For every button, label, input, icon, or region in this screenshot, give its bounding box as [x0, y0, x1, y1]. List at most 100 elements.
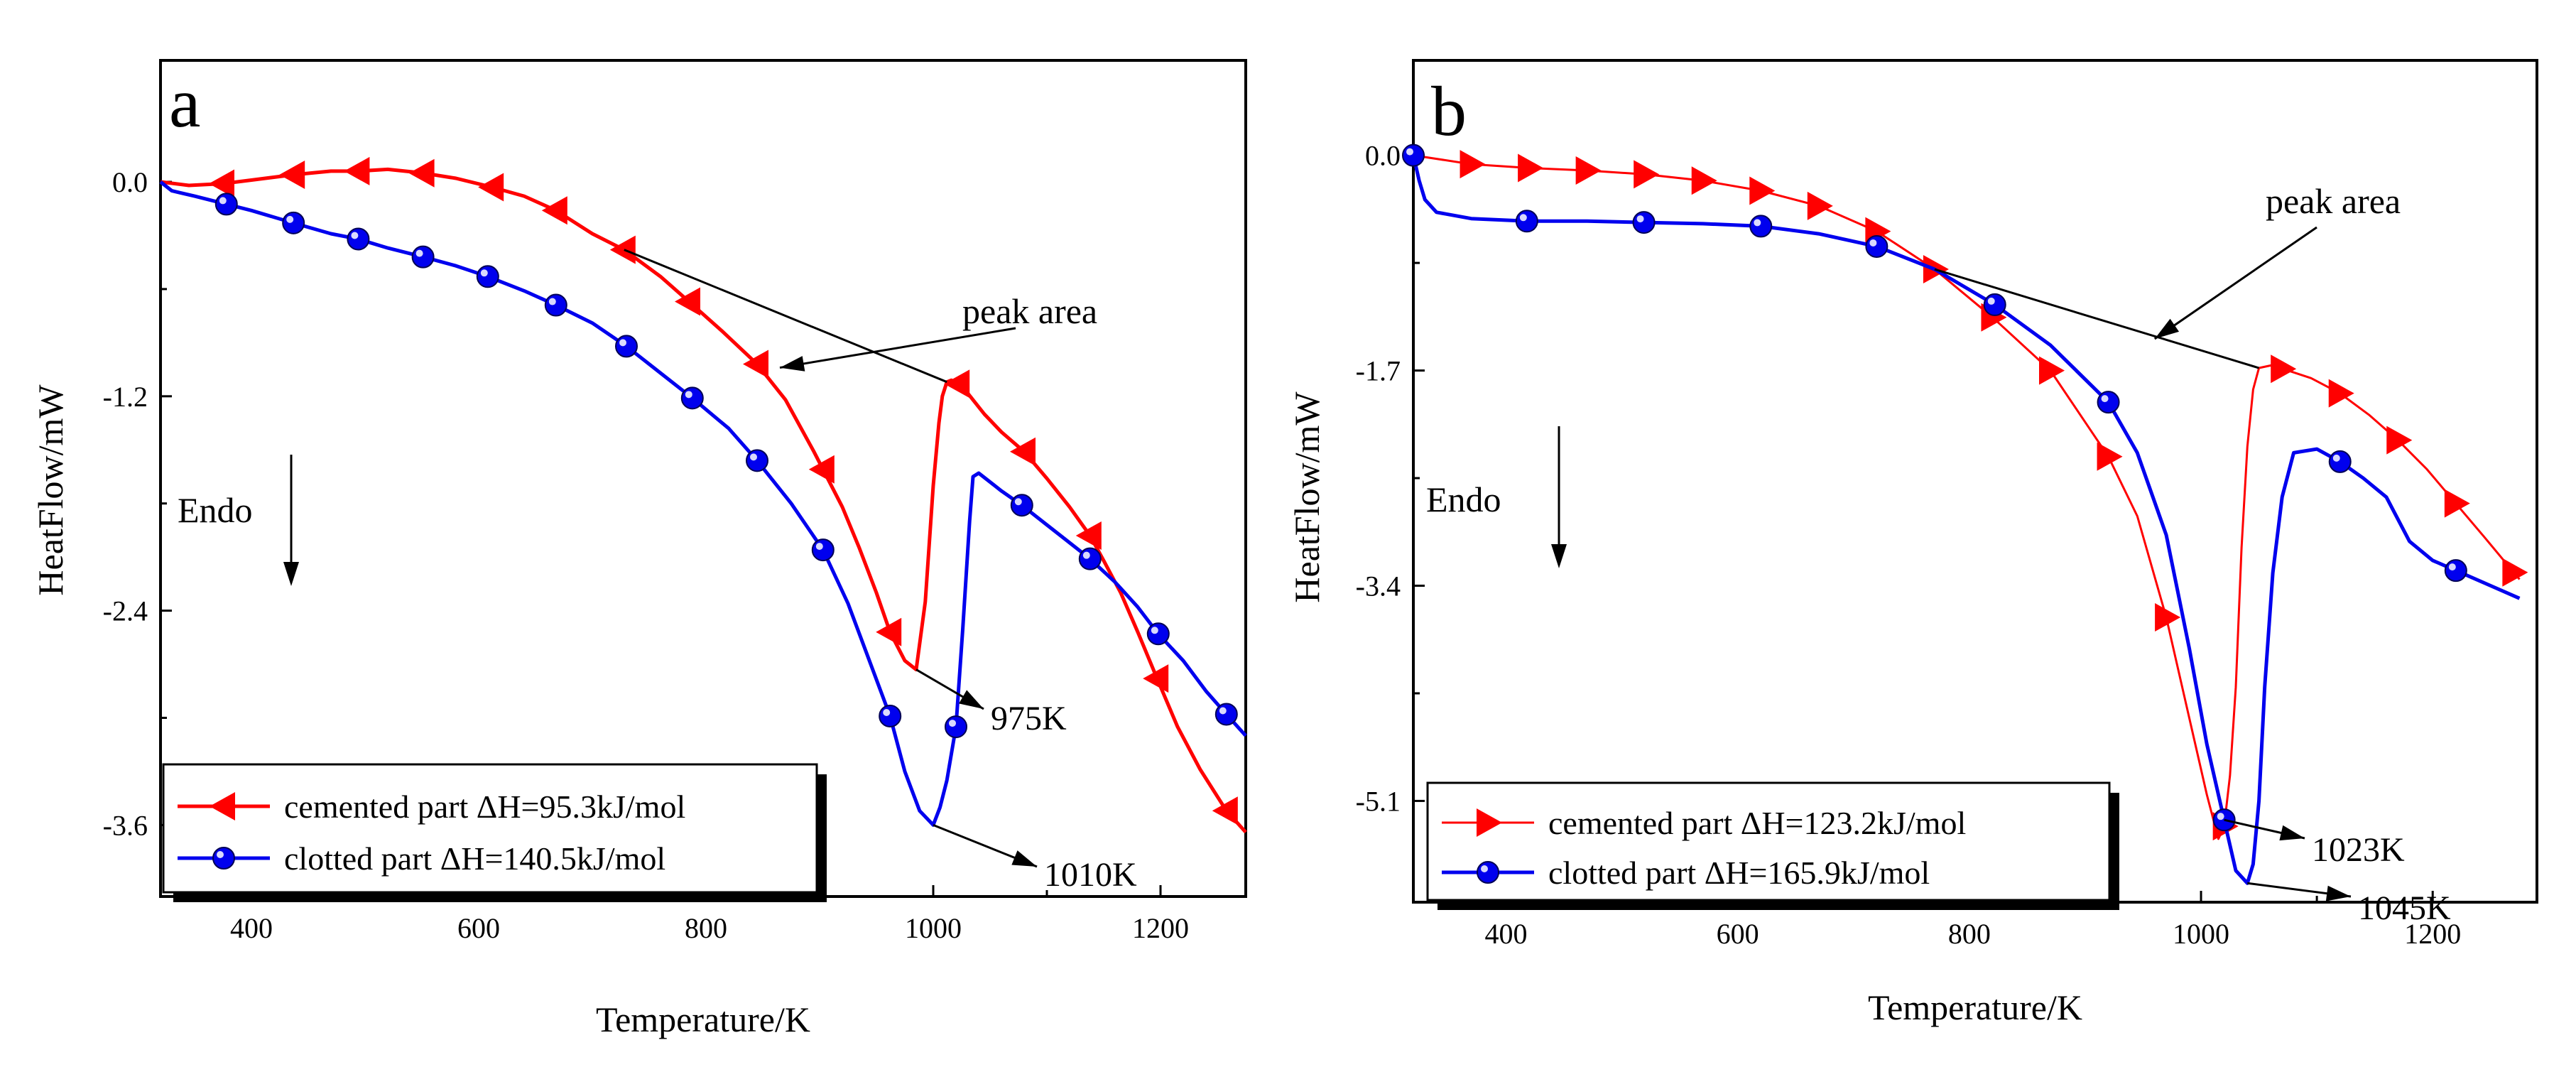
y-axis-label: HeatFlow/mW: [31, 384, 70, 596]
marker-highlight: [1869, 239, 1877, 247]
marker-highlight: [286, 215, 294, 223]
marker-circle-2: [1632, 211, 1656, 234]
marker-triangle-5: [541, 196, 567, 225]
marker-circle-0: [214, 193, 238, 216]
marker-highlight: [415, 249, 423, 257]
x-axis-label: Temperature/K: [596, 1000, 810, 1039]
marker-highlight: [883, 708, 891, 716]
marker-triangle-2: [344, 156, 370, 185]
series-clotted: [159, 180, 1247, 827]
marker-circle-4: [1865, 234, 1888, 258]
marker-triangle-16: [2386, 426, 2413, 455]
y-tick-label: -3.4: [1356, 570, 1401, 602]
marker-circle-legend: [1477, 861, 1499, 884]
marker-triangle-7: [675, 287, 700, 316]
temp-arrow-head: [959, 690, 984, 709]
marker-triangle-18: [2502, 558, 2528, 587]
endo-label: Endo: [178, 490, 253, 530]
marker-triangle-12: [2155, 603, 2181, 632]
marker-triangle-17: [2444, 489, 2470, 518]
marker-triangle-12: [1010, 437, 1036, 466]
marker-circle-3: [411, 245, 435, 269]
legend: cemented part ΔH=123.2kJ/mol clotted part…: [1426, 781, 2119, 910]
marker-circle-body: [476, 265, 499, 288]
marker-triangle-11: [2097, 442, 2123, 471]
marker-circle-body: [746, 449, 768, 472]
temp-arrow-head: [2325, 885, 2351, 901]
marker-highlight: [619, 339, 626, 347]
marker-triangle-6: [1807, 191, 1833, 220]
marker-circle-body: [2097, 391, 2120, 414]
series-line: [159, 180, 1247, 827]
marker-highlight: [217, 851, 224, 858]
marker-highlight: [480, 269, 488, 277]
legend-label: cemented part ΔH=95.3kJ/mol: [284, 789, 685, 825]
y-tick-label: 0.0: [1365, 140, 1401, 172]
marker-circle-body: [680, 386, 704, 410]
marker-highlight: [815, 543, 823, 551]
marker-triangle-8: [743, 350, 768, 379]
marker-circle-body: [1632, 211, 1656, 234]
marker-triangle-9: [808, 455, 835, 484]
marker-circle-body: [214, 193, 238, 216]
marker-circle-body: [1865, 234, 1888, 258]
marker-triangle-3: [408, 158, 435, 188]
marker-highlight: [949, 720, 956, 727]
marker-circle-body: [2444, 559, 2467, 583]
y-tick-label: -3.6: [103, 809, 148, 841]
marker-highlight: [2101, 395, 2109, 403]
x-tick-label: 1200: [2404, 918, 2461, 950]
temp-arrow-head: [2279, 825, 2305, 841]
marker-highlight: [750, 453, 757, 461]
marker-circle-body: [1477, 861, 1499, 884]
marker-triangle-4: [478, 173, 504, 202]
temp-label-1023K: 1023K: [2312, 831, 2405, 869]
marker-highlight: [1082, 551, 1090, 559]
marker-circle-9: [811, 538, 835, 562]
marker-circle-body: [2328, 450, 2352, 473]
marker-circle-8: [746, 449, 768, 472]
panel-b-chart: 400 600 800 1000 1200 0.0 -1.7 -3.4 -5.1 Temperat…: [1287, 59, 2538, 1027]
x-tick-label: 1000: [905, 912, 962, 944]
marker-triangle-0: [209, 169, 234, 198]
marker-circle-body: [1402, 143, 1425, 167]
marker-circle-body: [1146, 622, 1170, 646]
marker-circle-3: [1749, 215, 1773, 238]
marker-highlight: [351, 232, 359, 239]
marker-circle-body: [411, 245, 435, 269]
marker-triangle-legend: [1477, 808, 1502, 837]
marker-circle-12: [1010, 494, 1033, 517]
marker-highlight: [1754, 219, 1761, 227]
series-clotted: [1402, 143, 2521, 885]
series-line: [1413, 154, 2521, 840]
y-tick-label: -5.1: [1356, 785, 1401, 817]
marker-circle-2: [347, 227, 370, 251]
marker-circle-body: [811, 538, 835, 562]
marker-triangle-1: [1518, 153, 1544, 183]
marker-triangle-2: [1575, 156, 1602, 185]
marker-circle-body: [1010, 494, 1033, 517]
marker-triangle-13: [1075, 521, 1102, 550]
legend-entry-clotted: clotted part ΔH=140.5kJ/mol: [178, 840, 665, 877]
marker-triangle-14: [2271, 354, 2297, 384]
marker-highlight: [1636, 215, 1644, 223]
peak-area-arrow-shaft: [779, 327, 1016, 369]
endo-arrow-head: [283, 562, 299, 586]
marker-circle-10: [879, 704, 902, 727]
marker-highlight: [2332, 454, 2340, 462]
marker-circle-13: [1078, 547, 1102, 570]
marker-circle-6: [615, 335, 638, 358]
marker-triangle-15: [2328, 379, 2354, 408]
peak-area-label: peak area: [962, 291, 1097, 331]
marker-circle-body: [282, 211, 305, 234]
marker-circle-11: [945, 715, 967, 739]
series-cemented: [1413, 150, 2528, 841]
marker-highlight: [219, 197, 227, 205]
x-tick-label: 800: [685, 912, 727, 944]
y-tick-label: -1.7: [1356, 355, 1401, 387]
legend-entry-cemented: cemented part ΔH=95.3kJ/mol: [178, 789, 685, 825]
x-tick-label: 400: [1484, 918, 1527, 950]
marker-circle-1: [282, 211, 305, 234]
endo-arrow-head: [1551, 544, 1567, 568]
marker-circle-body: [347, 227, 370, 251]
